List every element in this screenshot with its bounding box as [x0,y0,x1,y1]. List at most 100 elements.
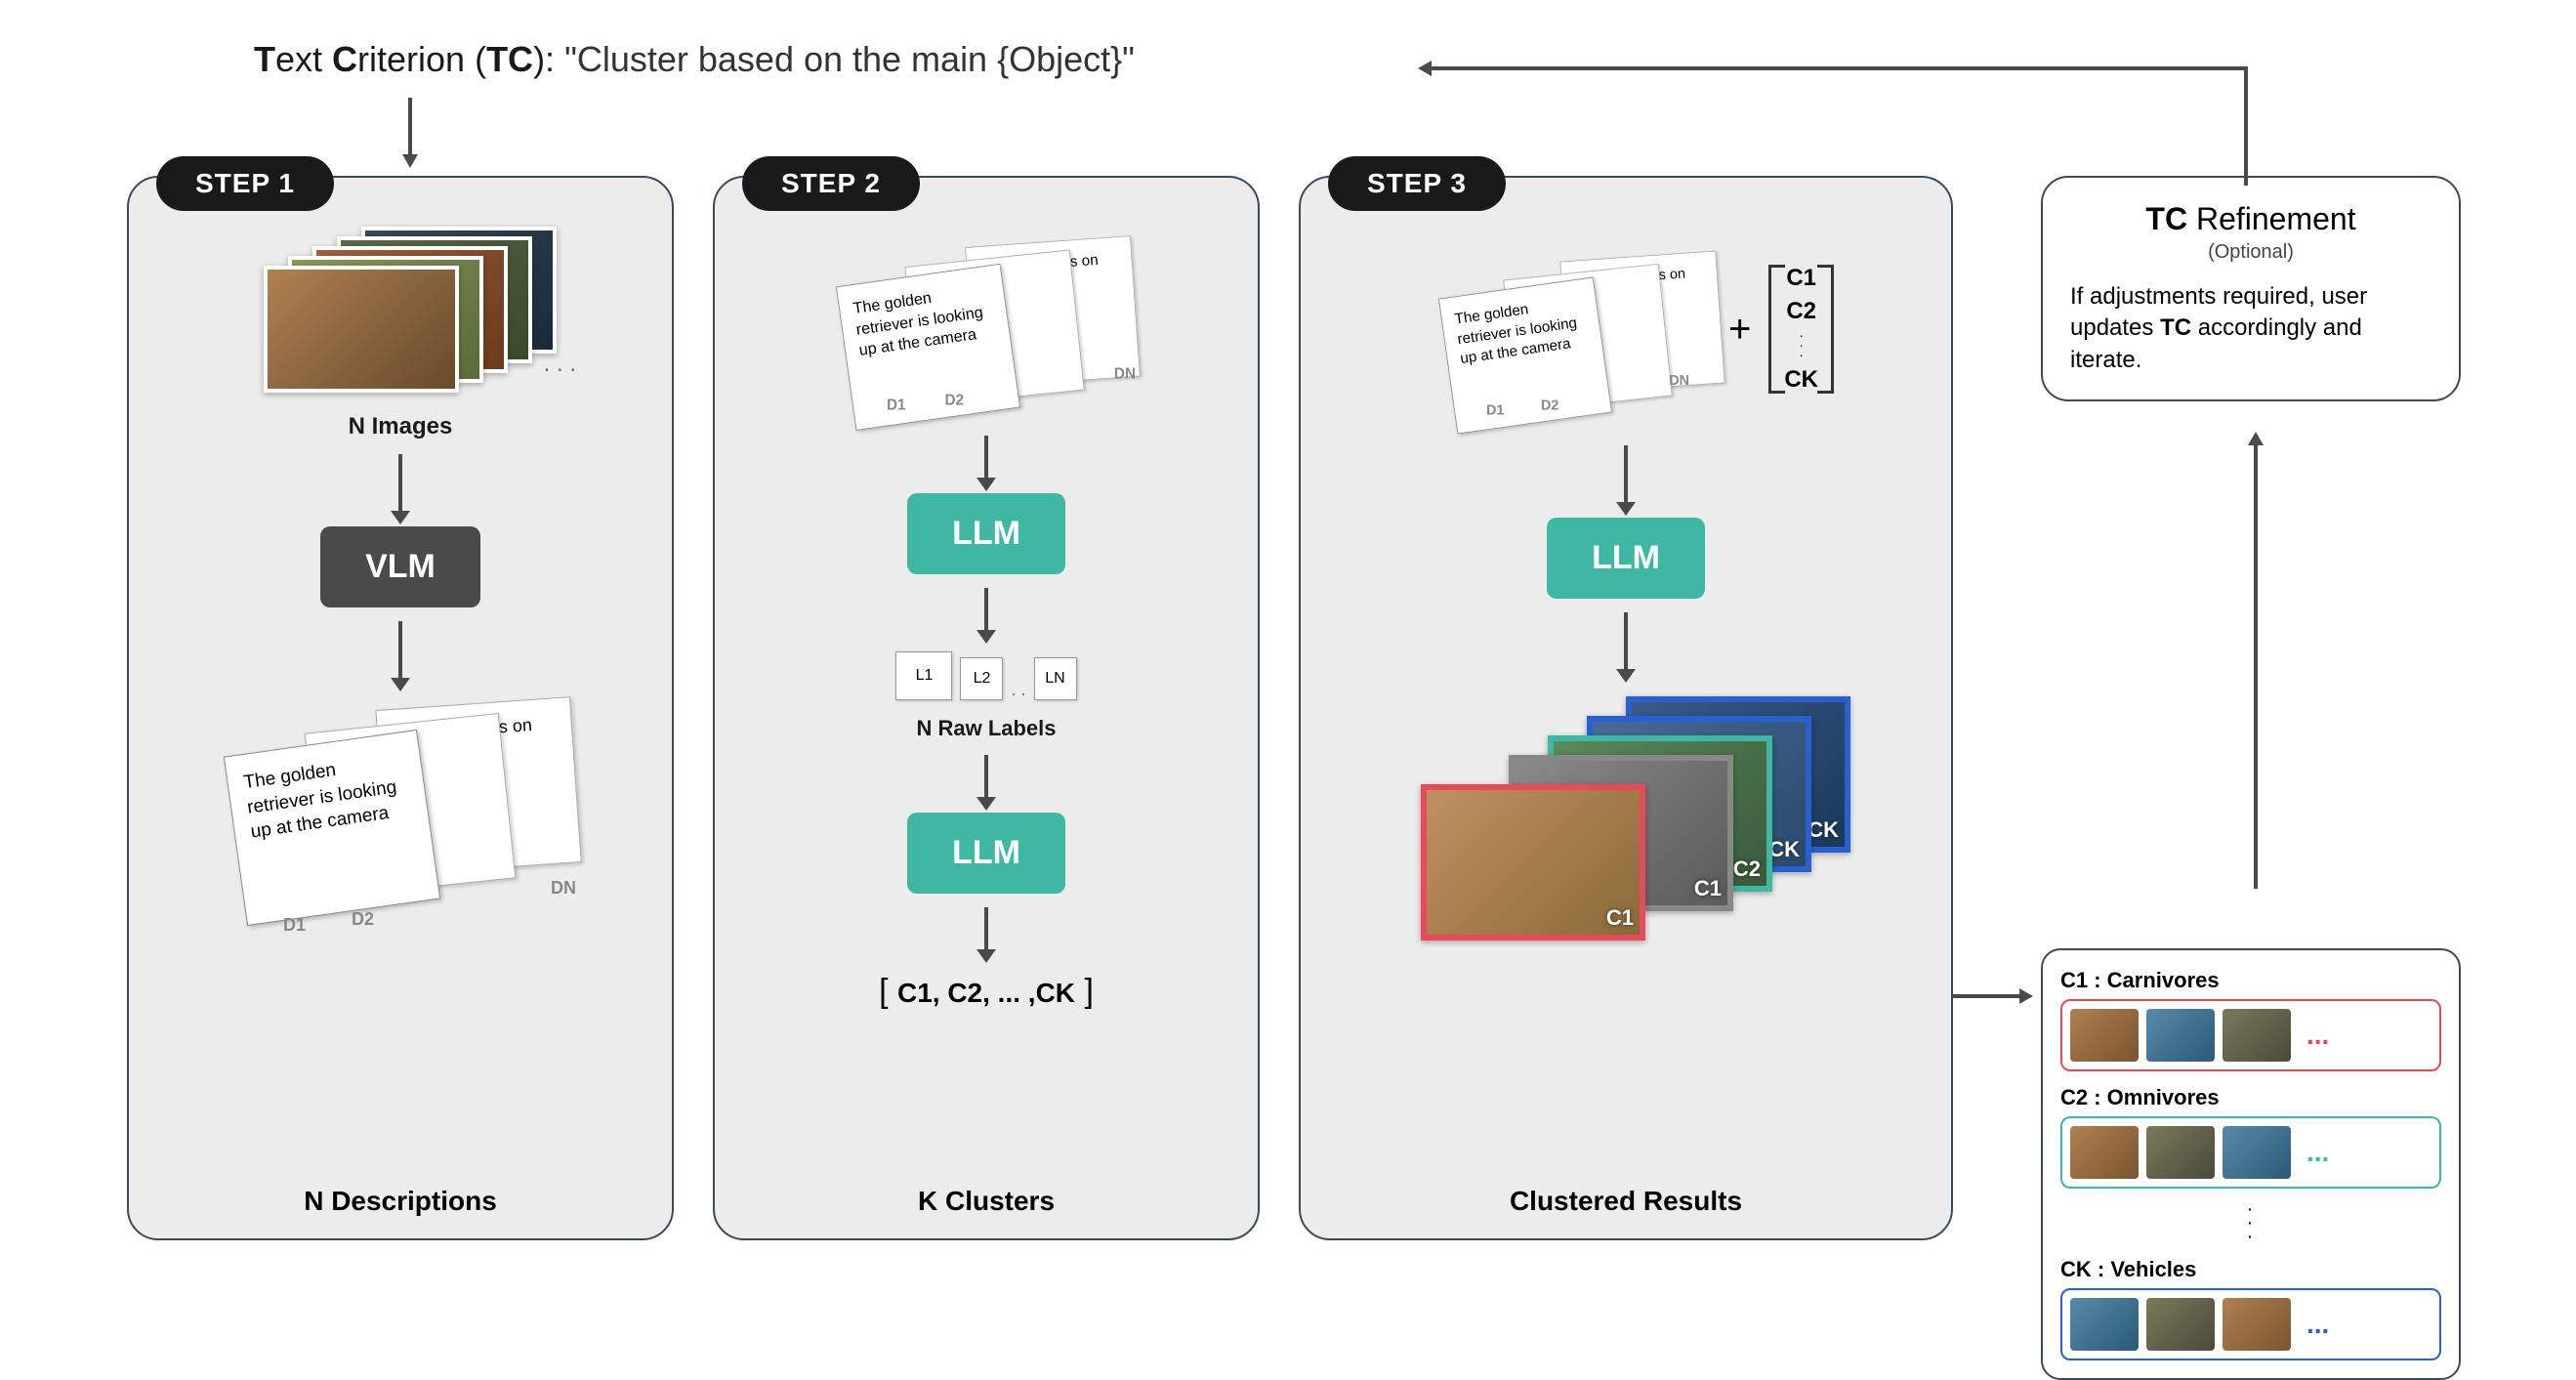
arrow-down-icon [398,621,402,680]
d-label: DN [1114,365,1136,383]
refine-subtitle: (Optional) [2070,241,2431,264]
ellipsis-icon: . . [1011,680,1025,700]
tc-mid-riterion: riterion ( [357,39,486,79]
tc-abbr: TC [486,39,533,79]
step1-panel: STEP 1 . . . N Images VLM The large ne i… [127,176,674,1240]
image-card-front [264,266,459,393]
tc-prefix-ext: ext [275,39,332,79]
result-label: C1 : Carnivores [2060,968,2441,993]
tc-close: ): [533,39,564,79]
step2-bottom-caption: K Clusters [715,1186,1258,1217]
cluster-tag: CK [1807,817,1839,843]
step1-content: . . . N Images VLM The large ne is on th… [129,178,672,1238]
tc-prefix-T: T [254,39,275,79]
arrow-down-icon [984,755,988,799]
tc-refinement-box: TC Refinement (Optional) If adjustments … [2041,176,2461,401]
ellipsis-icon: ... [2299,1137,2337,1168]
ellipsis-icon: ... [2299,1309,2337,1340]
step2-badge: STEP 2 [742,156,920,211]
step3-panel: STEP 3 The large ne is on the ay ad The … [1299,176,1953,1240]
d-label: D2 [352,909,374,930]
arrow-tc-to-step1 [391,98,430,176]
right-column: TC Refinement (Optional) If adjustments … [2041,176,2461,1380]
tc-quote: "Cluster based on the main {Object}" [564,39,1135,79]
result-thumb [2146,1009,2215,1062]
result-row-vehicles: CK : Vehicles ... [2060,1257,2441,1360]
cluster-tag: C2 [1733,857,1761,882]
result-row-omnivores: C2 : Omnivores ... [2060,1085,2441,1189]
n-images-caption: N Images [349,413,453,440]
ellipsis-icon: . . . [544,351,576,378]
step1-badge: STEP 1 [156,156,334,211]
d-label: D1 [887,397,906,414]
descriptions-stack: The large ne is on the ay ad The golden … [1447,256,1682,412]
cvec-item: C2 [1786,298,1816,325]
result-thumbs: ... [2060,1116,2441,1189]
plus-icon: + [1728,308,1751,352]
cluster-tag: C1 [1606,905,1634,931]
cluster-tag: CK [1768,837,1800,862]
raw-labels-row: L1 L2 . . LN [895,651,1076,700]
d-label: D2 [945,392,965,409]
refine-title: TC Refinement [2070,201,2431,237]
d-label: DN [1669,372,1689,389]
llm-box-2: LLM [907,813,1065,894]
cluster-vector: C1 C2 ··· CK [1768,265,1834,393]
result-row-carnivores: C1 : Carnivores ... [2060,968,2441,1071]
raw-label-card: LN [1034,657,1077,700]
d-label: D1 [283,915,306,936]
result-thumb [2223,1009,2291,1062]
step3-input-row: The large ne is on the ay ad The golden … [1418,227,1834,432]
result-thumb [2146,1126,2215,1179]
refine-body: If adjustments required, user updates TC… [2070,281,2431,376]
refine-body-bold: TC [2160,314,2191,341]
descriptions-stack: The large ne is on the ay ad The golden … [846,241,1128,407]
arrow-step3-to-results [1953,977,2041,1016]
d-label: D2 [1541,397,1558,414]
arrow-down-icon [398,454,402,513]
raw-labels-caption: N Raw Labels [916,716,1056,741]
raw-label-card: L2 [960,657,1003,700]
step2-panel: STEP 2 The large ne is on the ay ad The … [713,176,1260,1240]
refine-title-rest: Refinement [2187,201,2356,236]
d-label: DN [551,878,576,899]
raw-label-card: L1 [895,651,952,700]
vlm-box: VLM [320,526,480,607]
result-thumb [2070,1126,2139,1179]
description-card-front: The golden retriever is looking up at th… [1438,277,1612,435]
result-thumb [2223,1126,2291,1179]
arrow-down-icon [984,907,988,951]
refine-title-bold: TC [2145,201,2187,236]
cvec-item: CK [1784,366,1818,394]
clustered-images-stack: CK CK C2 C1 C1 [1421,696,1831,960]
arrow-refine-to-tc [1416,54,2256,190]
result-thumb [2070,1009,2139,1062]
description-card-front: The golden retriever is looking up at th… [224,730,440,926]
arrow-down-icon [984,588,988,632]
result-thumb [2146,1298,2215,1351]
result-label: C2 : Omnivores [2060,1085,2441,1110]
cluster-tag: C1 [1694,876,1722,901]
result-thumb [2070,1298,2139,1351]
cvec-item: C1 [1786,265,1816,292]
result-thumb [2223,1298,2291,1351]
step3-badge: STEP 3 [1328,156,1506,211]
vertical-dots-icon: ··· [2060,1202,2441,1243]
result-label: CK : Vehicles [2060,1257,2441,1282]
step3-content: The large ne is on the ay ad The golden … [1301,178,1951,1238]
llm-box: LLM [907,493,1065,574]
cluster-image-front: C1 [1421,784,1645,941]
clusters-output: [ C1, C2, ... ,CK ] [879,973,1094,1011]
ellipsis-icon: ... [2299,1020,2337,1051]
clusters-text: C1, C2, ... ,CK [897,978,1075,1008]
arrow-down-icon [984,436,988,480]
n-images-stack: . . . [264,227,537,397]
text-criterion-header: Text Criterion (TC): "Cluster based on t… [254,39,1135,80]
steps-row: STEP 1 . . . N Images VLM The large ne i… [127,176,1953,1240]
step3-bottom-caption: Clustered Results [1301,1186,1951,1217]
result-thumbs: ... [2060,1288,2441,1360]
results-box: C1 : Carnivores ... C2 : Omnivores ... ·… [2041,948,2461,1380]
step1-bottom-caption: N Descriptions [129,1186,672,1217]
d-label: D1 [1486,402,1504,419]
vertical-dots-icon: ··· [1799,331,1804,359]
